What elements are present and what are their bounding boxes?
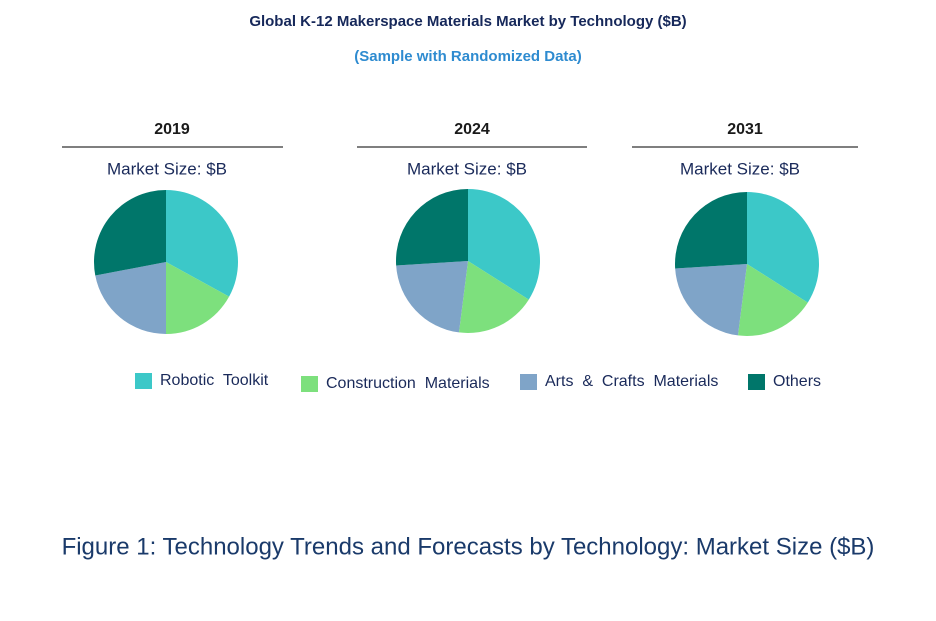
pie-slice: [675, 192, 747, 269]
chart-subtitle: (Sample with Randomized Data): [354, 48, 582, 65]
legend-swatch: [748, 374, 765, 390]
pie-slice: [166, 190, 239, 297]
pie-slice: [458, 261, 529, 333]
legend-label: Construction Materials: [326, 375, 490, 392]
legend-label: Arts & Crafts Materials: [545, 373, 718, 390]
pie-slice: [737, 264, 808, 336]
legend-label: Robotic Toolkit: [160, 372, 269, 389]
legend-swatch: [135, 373, 152, 389]
legend-swatch: [301, 376, 318, 392]
legend-swatch: [520, 374, 537, 390]
pie-subtitle: Market Size: $B: [407, 159, 527, 178]
pie-title: 2024: [454, 121, 490, 138]
pie-slice: [166, 262, 230, 334]
pie-title: 2019: [154, 121, 190, 138]
caption: Figure 1: Technology Trends and Forecast…: [62, 533, 875, 560]
pie-slice: [95, 262, 166, 334]
pie-slice: [468, 189, 540, 300]
pie-slice: [747, 192, 819, 303]
pie-slice: [675, 264, 747, 336]
pie-subtitle: Market Size: $B: [107, 159, 227, 178]
chart-title: Global K-12 Makerspace Materials Market …: [249, 13, 686, 30]
pie-slice: [396, 261, 468, 333]
pie-slice: [93, 190, 166, 276]
legend-label: Others: [773, 373, 821, 390]
pie-subtitle: Market Size: $B: [680, 159, 800, 178]
pie-title: 2031: [727, 121, 763, 138]
pie-slice: [396, 189, 468, 266]
